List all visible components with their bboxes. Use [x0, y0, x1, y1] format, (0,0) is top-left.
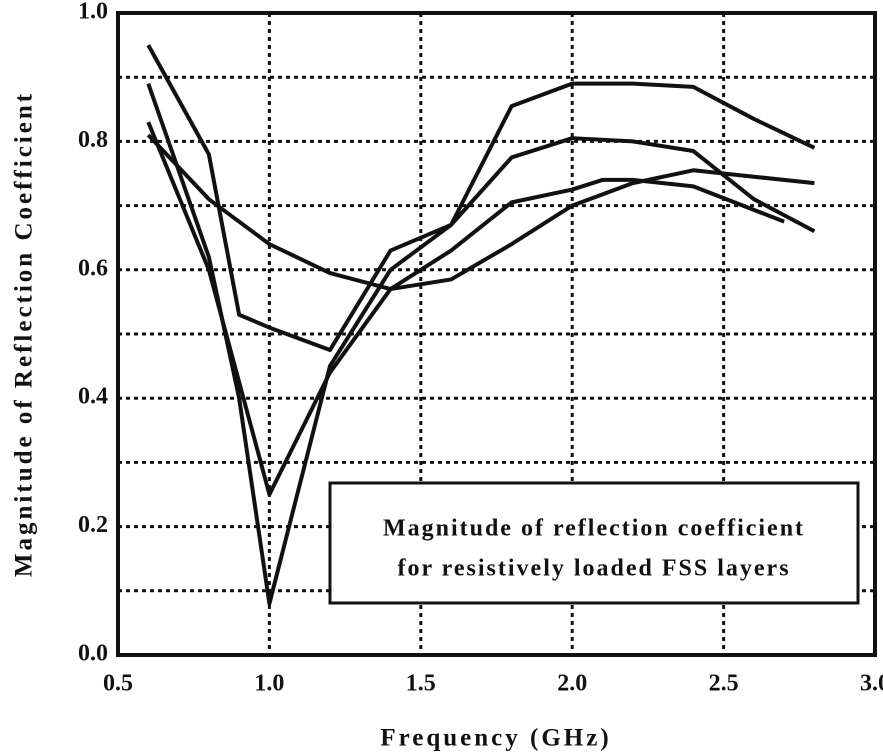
x-tick-label: 3.0	[860, 671, 883, 697]
x-axis-label: Frequency (GHz)	[380, 725, 611, 752]
x-tick-label: 1.0	[254, 671, 284, 697]
y-tick-label: 1.0	[78, 0, 108, 25]
x-tick-label: 1.5	[406, 671, 436, 697]
x-tick-label: 2.5	[709, 671, 739, 697]
y-tick-label: 0.2	[78, 512, 108, 538]
y-axis-label: Magnitude of Reflection Coefficient	[11, 91, 38, 577]
series-line	[146, 133, 815, 292]
y-tick-label: 0.8	[78, 127, 108, 153]
y-tick-label: 0.0	[78, 641, 108, 667]
annotation-text: Magnitude of reflection coefficient	[383, 516, 805, 542]
plot-frame	[116, 11, 877, 657]
x-tick-label: 2.0	[557, 671, 587, 697]
series-line	[146, 82, 816, 606]
y-tick-label: 0.4	[78, 384, 108, 410]
y-tick-label: 0.6	[78, 255, 108, 281]
series-line	[146, 44, 816, 353]
x-tick-label: 0.5	[103, 671, 133, 697]
annotation-box	[328, 481, 860, 605]
annotation-text: for resistively loaded FSS layers	[397, 556, 790, 582]
